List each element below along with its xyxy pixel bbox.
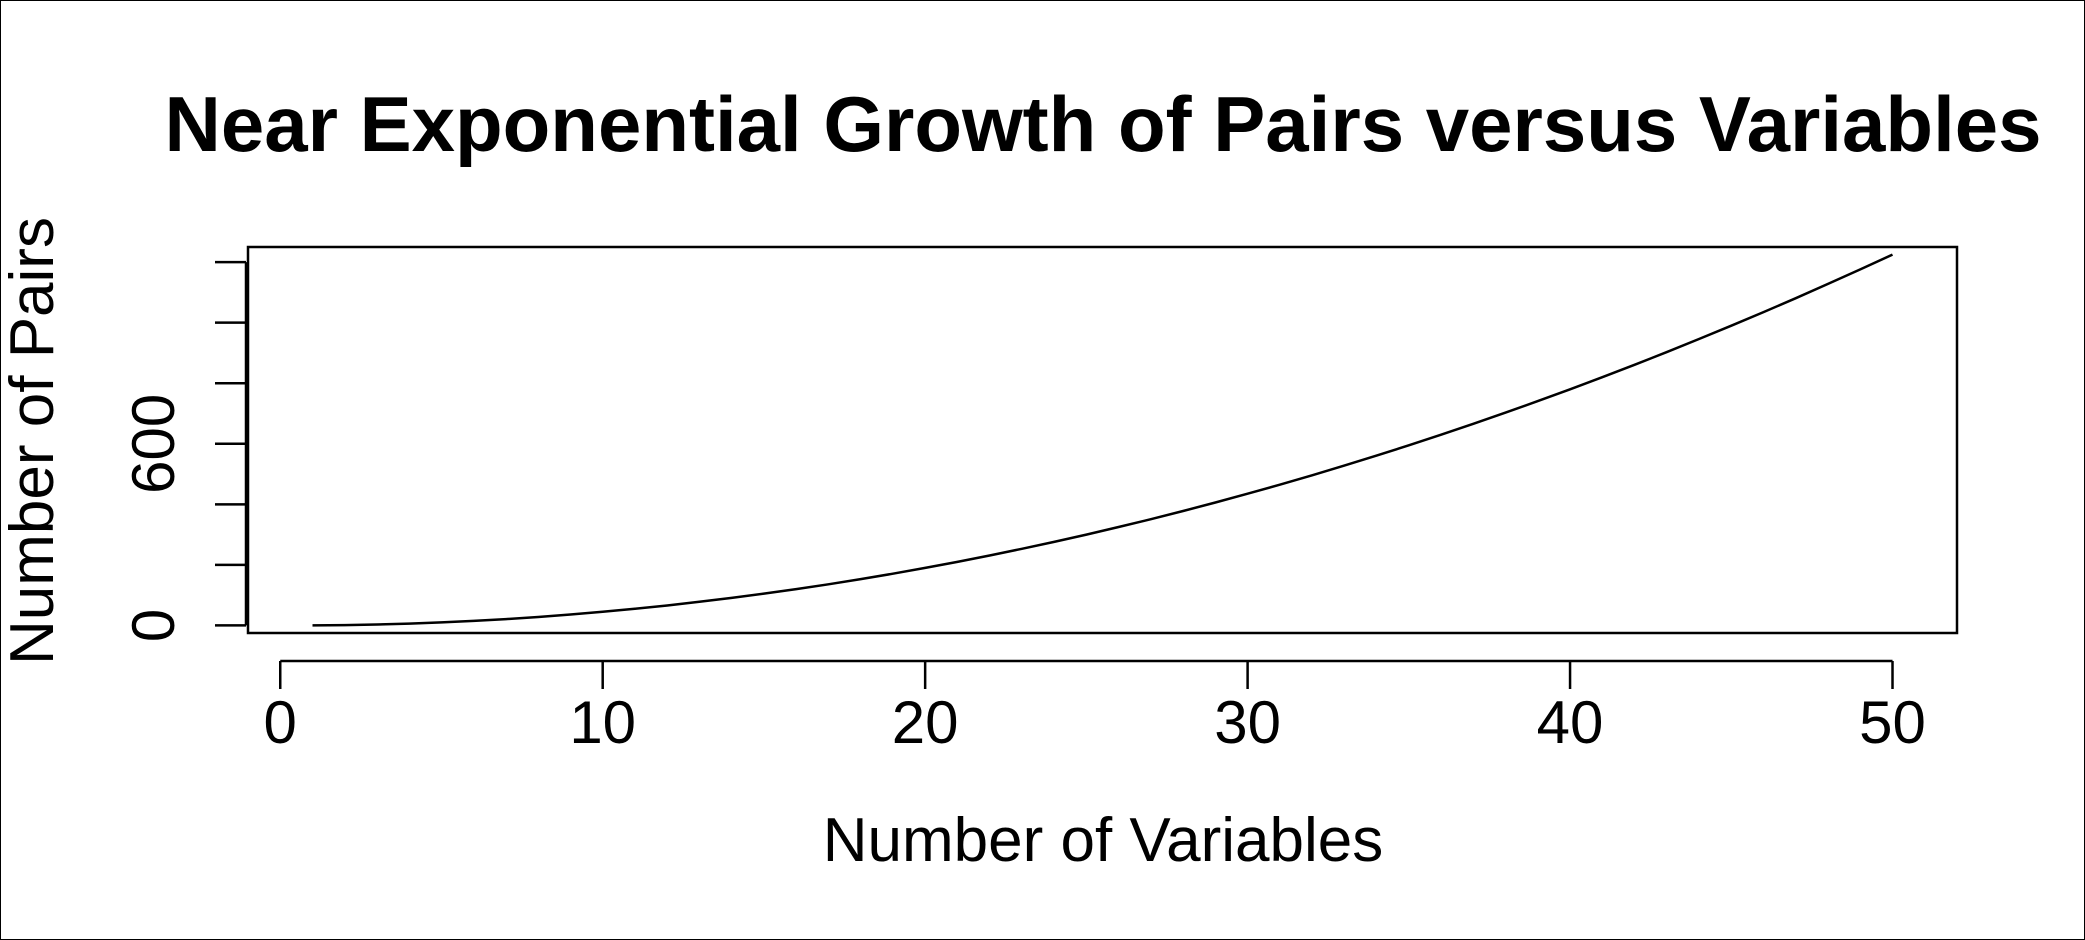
x-tick-label: 50 — [1859, 689, 1926, 756]
x-tick-label: 30 — [1214, 689, 1281, 756]
chart-title: Near Exponential Growth of Pairs versus … — [164, 80, 2041, 168]
y-tick-label: 600 — [120, 394, 187, 494]
x-axis-title: Number of Variables — [823, 806, 1384, 875]
series-line — [312, 253, 1894, 627]
y-tick-label: 0 — [120, 609, 187, 642]
x-tick-label: 0 — [264, 689, 297, 756]
y-axis-title: Number of Pairs — [1, 217, 67, 665]
x-tick-label: 40 — [1537, 689, 1604, 756]
x-axis: 0 10 20 30 40 50 — [264, 659, 1926, 756]
plot-area-frame — [246, 245, 1959, 635]
series-layer — [312, 253, 1894, 627]
y-axis: 0 600 — [120, 260, 248, 642]
x-tick-label: 10 — [569, 689, 636, 756]
x-tick-label: 20 — [892, 689, 959, 756]
